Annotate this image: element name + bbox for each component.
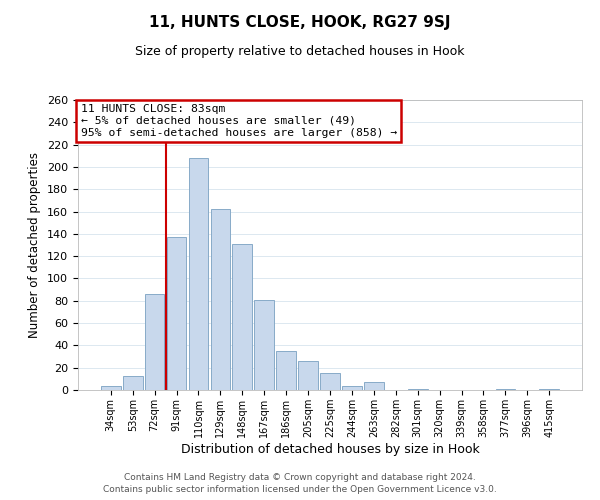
Y-axis label: Number of detached properties: Number of detached properties xyxy=(28,152,41,338)
Bar xyxy=(276,351,296,390)
Text: Contains public sector information licensed under the Open Government Licence v3: Contains public sector information licen… xyxy=(103,484,497,494)
X-axis label: Distribution of detached houses by size in Hook: Distribution of detached houses by size … xyxy=(181,442,479,456)
Bar xyxy=(364,382,384,390)
Bar xyxy=(496,389,515,390)
Bar xyxy=(211,210,230,390)
Bar xyxy=(539,389,559,390)
Bar xyxy=(342,386,362,390)
Bar xyxy=(408,389,428,390)
Text: 11 HUNTS CLOSE: 83sqm
← 5% of detached houses are smaller (49)
95% of semi-detac: 11 HUNTS CLOSE: 83sqm ← 5% of detached h… xyxy=(80,104,397,138)
Bar xyxy=(298,361,318,390)
Bar xyxy=(145,294,164,390)
Bar xyxy=(320,374,340,390)
Text: 11, HUNTS CLOSE, HOOK, RG27 9SJ: 11, HUNTS CLOSE, HOOK, RG27 9SJ xyxy=(149,15,451,30)
Text: Contains HM Land Registry data © Crown copyright and database right 2024.: Contains HM Land Registry data © Crown c… xyxy=(124,474,476,482)
Bar xyxy=(123,376,143,390)
Bar xyxy=(188,158,208,390)
Bar xyxy=(232,244,252,390)
Text: Size of property relative to detached houses in Hook: Size of property relative to detached ho… xyxy=(135,45,465,58)
Bar xyxy=(101,386,121,390)
Bar xyxy=(254,300,274,390)
Bar xyxy=(167,237,187,390)
